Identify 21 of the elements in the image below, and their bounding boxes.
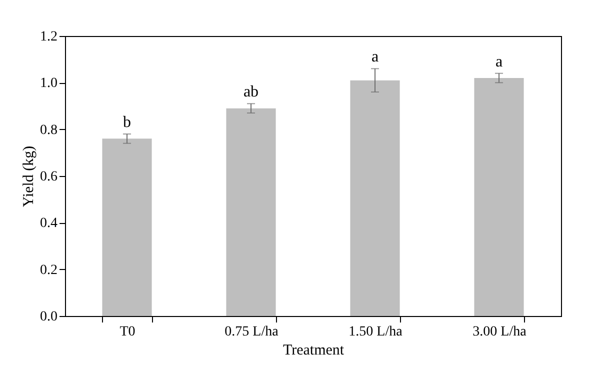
y-tick-label: 0.4	[40, 216, 58, 232]
annotation: b	[123, 114, 131, 131]
y-tick-label: 0.8	[40, 122, 58, 138]
bar	[350, 80, 400, 316]
y-axis-title: Yield (kg)	[21, 146, 37, 208]
x-tick-label: 1.50 L/ha	[348, 324, 404, 340]
annotation: a	[495, 53, 503, 70]
annotation: a	[371, 48, 379, 66]
x-tick-label: 3.00 L/ha	[472, 324, 528, 340]
y-tick-label: 0.0	[40, 310, 58, 324]
annotation: ab	[243, 84, 259, 101]
bar	[102, 138, 152, 316]
y-tick-label: 0.6	[40, 170, 58, 184]
y-tick-label: 0.2	[40, 262, 58, 278]
x-tick-label: T0	[120, 324, 136, 340]
x-axis-title: Treatment	[282, 342, 345, 358]
y-tick-label: 1.0	[40, 76, 58, 92]
x-tick-label: 0.75 L/ha	[224, 324, 280, 340]
bar	[474, 78, 524, 316]
y-tick-label: 1.2	[40, 30, 58, 44]
bar	[226, 108, 276, 316]
